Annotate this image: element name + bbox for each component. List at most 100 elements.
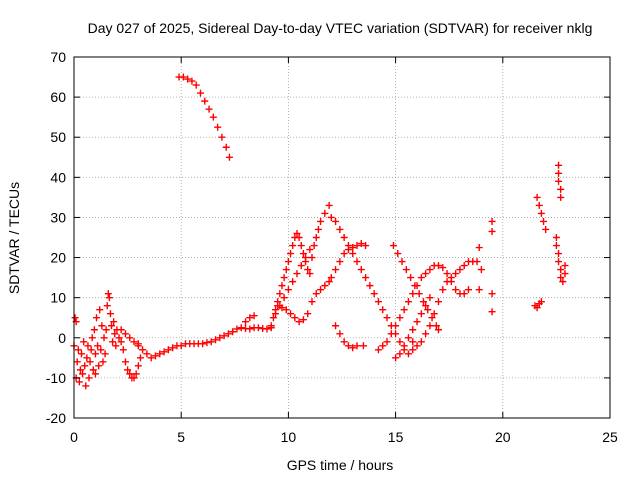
data-point-dip-12-16	[404, 298, 412, 306]
data-point-lower-branch	[291, 314, 299, 322]
data-point-high-arc	[225, 153, 233, 161]
data-point-mid-band	[134, 340, 142, 348]
data-point-early-scatter	[76, 366, 84, 374]
data-point-cross-15-18	[430, 310, 438, 318]
data-point-rise-9-12	[297, 242, 305, 250]
data-point-early-scatter	[101, 350, 109, 358]
data-point-mid-band	[130, 338, 138, 346]
data-point-early-scatter	[91, 350, 99, 358]
data-point-early-scatter	[93, 314, 101, 322]
data-point-cross-15-18	[424, 306, 432, 314]
data-point-cross-15-18	[409, 338, 417, 346]
data-point-cross-15-18	[428, 314, 436, 322]
data-point-lower-branch	[349, 244, 357, 252]
data-point-late-sparse	[488, 308, 496, 316]
data-point-mid-band	[233, 325, 241, 333]
data-point-mid-band	[203, 339, 211, 347]
data-point-cluster-21-23	[557, 266, 565, 274]
grid-lines	[74, 57, 610, 418]
data-point-cross-15-18	[452, 270, 460, 278]
data-point-rise-9-12	[272, 310, 280, 318]
data-point-cross-15-18	[460, 290, 468, 298]
data-point-early-scatter	[89, 366, 97, 374]
data-point-mid-band	[242, 318, 250, 326]
data-point-cluster-21-23	[540, 217, 548, 225]
data-point-cross-15-18	[389, 242, 397, 250]
data-point-cluster-21-23	[542, 225, 550, 233]
data-point-rise-9-12	[278, 282, 286, 290]
data-point-fall-12-16	[332, 217, 340, 225]
y-tick-label: 30	[50, 209, 66, 225]
data-point-rise-9-12	[308, 254, 316, 262]
data-point-cluster-21-23	[561, 262, 569, 270]
data-point-mid-band	[254, 324, 262, 332]
data-point-cluster-21-23	[555, 250, 563, 258]
data-point-fall-12-16	[383, 314, 391, 322]
data-point-dip-12-16	[374, 346, 382, 354]
data-point-cross-15-18	[419, 298, 427, 306]
data-point-cluster-21-23	[555, 161, 563, 169]
data-point-cluster-21-23	[557, 274, 565, 282]
data-point-fall-12-16	[340, 234, 348, 241]
data-point-mid-band	[246, 314, 254, 322]
data-point-cluster-21-23	[533, 304, 541, 312]
data-point-cross-15-18	[407, 274, 415, 282]
data-point-late-sparse	[488, 217, 496, 225]
data-point-fall-12-16	[366, 282, 374, 290]
data-point-fall-12-16	[353, 258, 361, 266]
data-point-lower-branch	[321, 282, 329, 290]
data-point-lower-branch	[362, 242, 370, 250]
chart-title: Day 027 of 2025, Sidereal Day-to-day VTE…	[88, 20, 593, 36]
data-point-mid-band	[229, 328, 237, 336]
data-point-lower-branch	[332, 266, 340, 274]
data-point-dip-12-16	[422, 270, 430, 278]
data-point-rise-9-12	[267, 322, 275, 330]
data-point-early-scatter	[102, 326, 110, 334]
data-point-cluster-21-23	[552, 242, 560, 250]
data-point-rise-9-12	[306, 246, 314, 254]
data-point-rise-9-12	[306, 270, 314, 278]
data-point-early-scatter	[71, 314, 79, 322]
y-tick-label: 10	[50, 290, 66, 306]
data-point-rise-9-12	[289, 278, 297, 286]
data-point-mid-band	[246, 325, 254, 333]
data-point-rise-9-12	[295, 234, 303, 241]
data-point-cross-15-18	[456, 266, 464, 274]
data-point-rise-9-12	[280, 274, 288, 282]
x-tick-label: 10	[281, 429, 297, 445]
data-point-early-scatter	[95, 362, 103, 370]
data-point-rise-9-12	[317, 217, 325, 225]
data-point-dip-12-16	[396, 314, 404, 322]
data-point-lower-branch	[317, 286, 325, 294]
data-point-mid-band	[121, 330, 129, 338]
data-point-late-sparse	[473, 258, 481, 266]
data-point-lower-branch	[357, 240, 365, 248]
data-point-cluster-21-23	[537, 298, 545, 306]
x-axis-label: GPS time / hours	[287, 457, 394, 473]
data-point-fall-12-16	[396, 338, 404, 346]
x-tick-label: 15	[388, 429, 404, 445]
data-point-late-sparse	[477, 266, 485, 274]
data-point-high-arc	[184, 75, 192, 83]
data-point-cluster-21-23	[555, 177, 563, 185]
data-point-early-scatter	[126, 370, 134, 378]
data-point-rise-9-12	[282, 266, 290, 274]
data-point-cross-15-18	[415, 290, 423, 298]
data-point-mid-band	[147, 354, 155, 362]
data-point-early-scatter	[98, 322, 106, 330]
data-point-mid-band	[250, 312, 258, 320]
data-point-early-scatter	[94, 342, 102, 350]
data-point-dip-12-16	[332, 322, 340, 330]
data-point-lower-branch	[353, 242, 361, 250]
data-point-fall-12-16	[336, 225, 344, 233]
data-point-mid-band	[207, 338, 215, 346]
data-point-mid-band	[237, 324, 245, 332]
data-point-early-scatter	[115, 334, 123, 342]
data-point-early-scatter	[104, 290, 112, 298]
data-point-rise-9-12	[293, 270, 301, 278]
data-point-dip-12-16	[336, 330, 344, 338]
data-point-fall-12-16	[362, 274, 370, 282]
data-point-early-scatter	[91, 370, 99, 378]
data-point-cross-15-18	[426, 322, 434, 330]
data-point-cluster-21-23	[555, 169, 563, 177]
